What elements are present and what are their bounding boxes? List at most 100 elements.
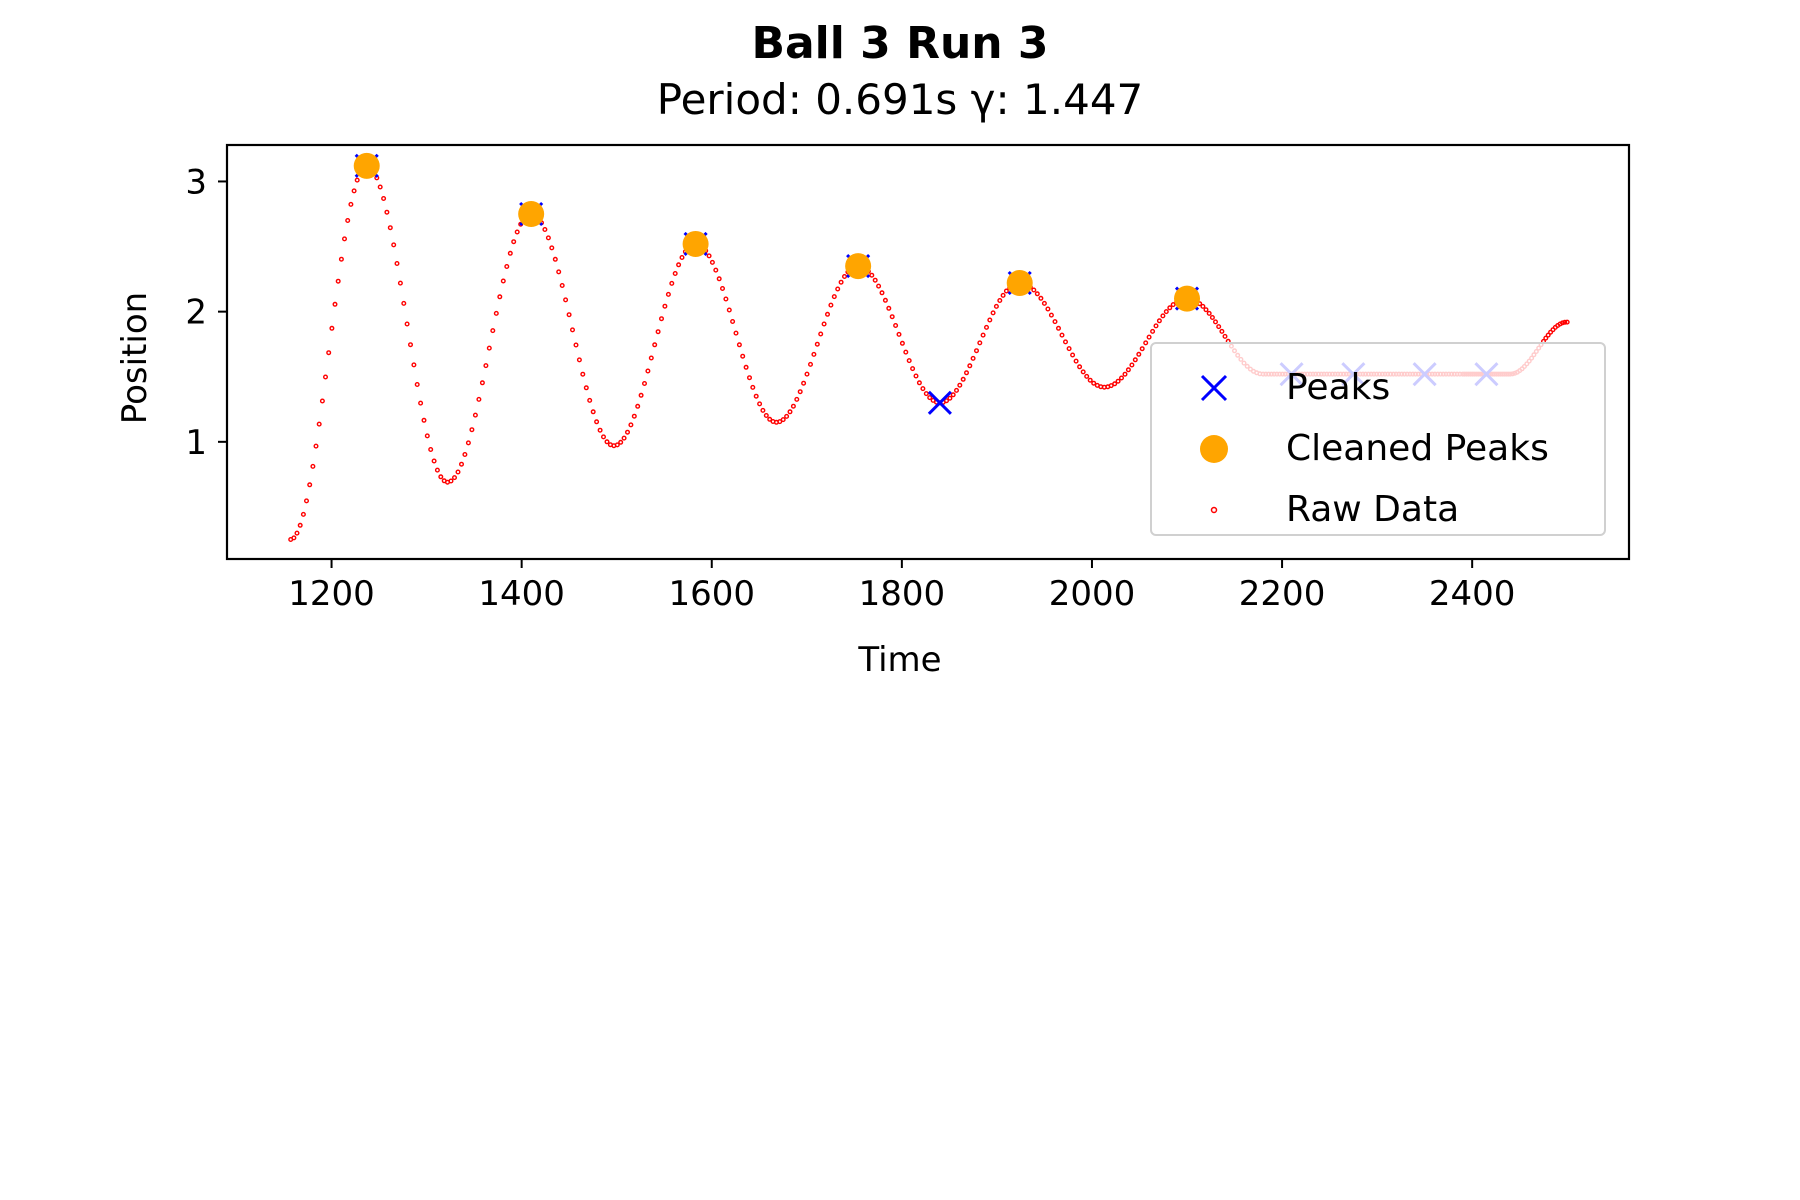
- raw-data-point: [652, 342, 658, 348]
- raw-data-point: [628, 422, 634, 428]
- raw-data-point: [801, 380, 807, 386]
- legend-label-raw-data: Raw Data: [1286, 489, 1460, 530]
- raw-data-point: [927, 395, 933, 401]
- raw-data-point: [1031, 287, 1037, 293]
- raw-data-point: [787, 409, 793, 415]
- cleaned-peak-marker: [518, 201, 545, 227]
- raw-data-point: [828, 302, 834, 308]
- raw-data-point: [455, 469, 461, 475]
- raw-data-point: [1206, 310, 1212, 316]
- raw-data-point: [486, 345, 492, 351]
- raw-data-point: [838, 279, 844, 285]
- raw-data-point: [750, 384, 756, 390]
- raw-data-point: [434, 467, 440, 473]
- raw-data-point: [319, 398, 325, 404]
- raw-data-point: [1045, 306, 1051, 312]
- raw-data-point: [757, 401, 763, 407]
- raw-data-point: [706, 253, 712, 259]
- raw-data-point: [313, 443, 319, 449]
- raw-data-point: [452, 475, 458, 481]
- raw-data-point: [1000, 292, 1006, 298]
- raw-data-point: [784, 413, 790, 419]
- raw-data-point: [794, 396, 800, 402]
- raw-data-point: [377, 184, 383, 190]
- raw-data-point: [889, 314, 895, 320]
- raw-data-point: [635, 403, 641, 409]
- raw-data-point: [957, 382, 963, 388]
- x-tick-label: 2400: [1429, 574, 1516, 614]
- raw-data-point: [747, 375, 753, 381]
- raw-data-point: [818, 331, 824, 337]
- legend-item-raw-data: Raw Data: [1152, 486, 1604, 534]
- raw-data-point: [1073, 358, 1079, 364]
- raw-data-point: [1066, 346, 1072, 352]
- raw-data-point: [570, 327, 576, 333]
- raw-data-point: [618, 439, 624, 445]
- raw-data-point: [563, 297, 569, 303]
- raw-data-point: [659, 316, 665, 322]
- raw-data-point: [1562, 319, 1568, 325]
- raw-data-point: [1139, 346, 1145, 352]
- raw-data-point: [1112, 381, 1118, 387]
- raw-data-point: [1559, 320, 1565, 326]
- legend: Peaks Cleaned Peaks Raw Data: [1150, 342, 1606, 536]
- raw-data-point: [726, 307, 732, 313]
- raw-data-point: [590, 409, 596, 415]
- raw-data-point: [980, 332, 986, 338]
- raw-data-point: [780, 417, 786, 423]
- legend-item-cleaned-peaks: Cleaned Peaks: [1152, 425, 1604, 473]
- raw-data-point: [642, 381, 648, 387]
- x-axis-label: Time: [858, 640, 942, 680]
- raw-data-point: [790, 403, 796, 409]
- raw-data-point: [987, 317, 993, 323]
- raw-data-point: [594, 419, 600, 425]
- raw-data-point: [332, 301, 338, 307]
- raw-data-point: [944, 398, 950, 404]
- raw-data-point: [1055, 325, 1061, 331]
- raw-data-point: [556, 269, 562, 275]
- x-tick-label: 1800: [859, 574, 946, 614]
- raw-data-point: [1125, 367, 1131, 373]
- raw-data-point: [323, 374, 329, 380]
- cleaned-peak-marker: [1006, 270, 1033, 296]
- raw-data-point: [418, 400, 424, 406]
- raw-data-point: [514, 229, 520, 235]
- raw-data-point: [899, 340, 905, 346]
- raw-data-point: [310, 463, 316, 469]
- raw-data-point: [676, 262, 682, 268]
- raw-data-point: [872, 277, 878, 283]
- raw-data-point: [730, 319, 736, 325]
- raw-data-point: [679, 254, 685, 260]
- circle-marker-icon: [1200, 435, 1228, 463]
- raw-data-point: [811, 351, 817, 357]
- raw-data-point: [825, 311, 831, 317]
- raw-data-point: [542, 226, 548, 232]
- raw-data-point: [597, 427, 603, 433]
- raw-data-point: [1170, 302, 1176, 308]
- raw-data-point: [587, 397, 593, 403]
- raw-data-point: [896, 331, 902, 337]
- raw-data-point: [1115, 378, 1121, 384]
- raw-data-point: [476, 396, 482, 402]
- raw-data-point: [869, 272, 875, 278]
- y-axis-label: Position: [115, 291, 155, 425]
- raw-data-point: [291, 535, 297, 541]
- raw-data-point: [566, 312, 572, 318]
- raw-data-point: [387, 225, 393, 231]
- plot-frame: [225, 143, 1631, 561]
- raw-data-point: [947, 395, 953, 401]
- y-tick-label: 2: [185, 293, 207, 333]
- raw-data-point: [814, 341, 820, 347]
- raw-data-point: [462, 452, 468, 458]
- raw-data-point: [672, 271, 678, 277]
- raw-data-point: [967, 363, 973, 369]
- raw-data-point: [479, 380, 485, 386]
- y-tick-label: 1: [185, 423, 207, 463]
- raw-data-point: [335, 278, 341, 284]
- raw-data-point: [1132, 357, 1138, 363]
- raw-data-point: [716, 276, 722, 282]
- raw-data-point: [903, 349, 909, 355]
- raw-data-point: [910, 366, 916, 372]
- raw-data-point: [723, 296, 729, 302]
